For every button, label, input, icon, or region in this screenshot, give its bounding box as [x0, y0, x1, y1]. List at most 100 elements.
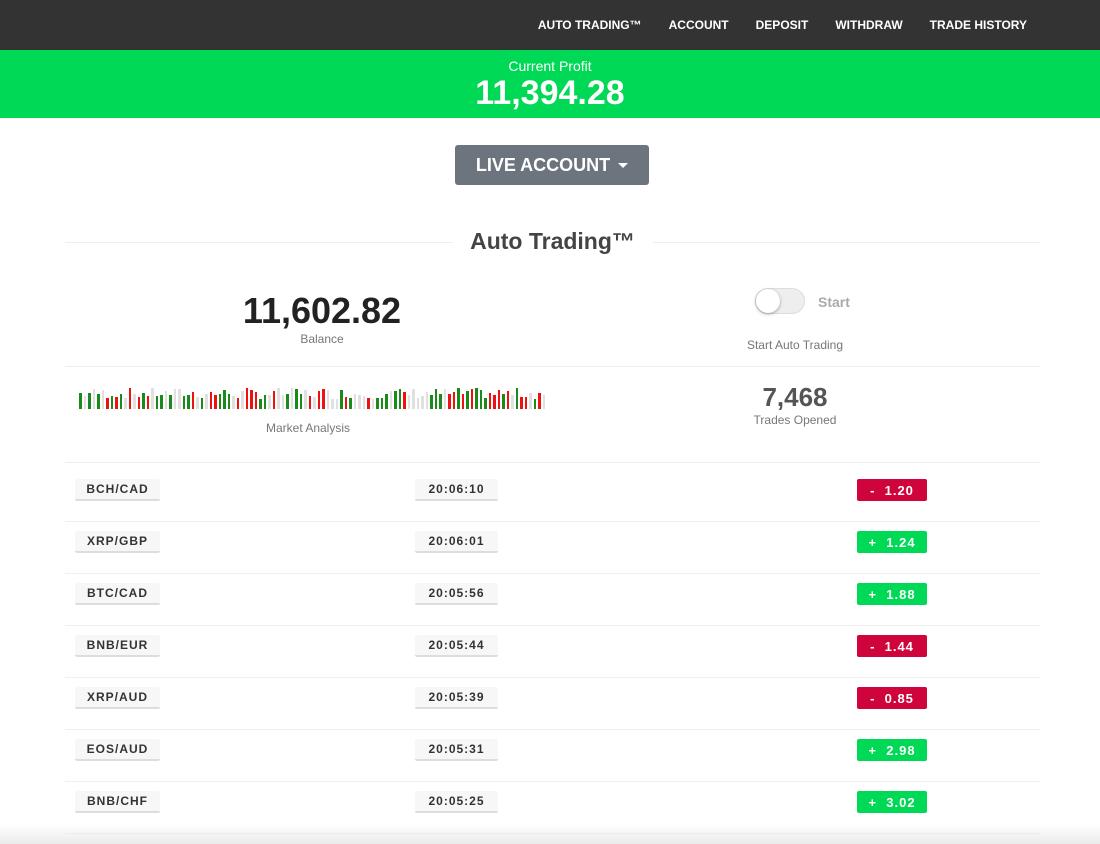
market-bar: [79, 392, 82, 409]
market-bar: [205, 394, 208, 409]
market-analysis-bars: [79, 388, 545, 409]
caret-down-icon: [618, 162, 629, 168]
market-bar: [254, 391, 257, 409]
market-bar: [317, 391, 320, 409]
nav-withdraw[interactable]: WITHDRAW: [835, 18, 903, 32]
market-bar: [475, 388, 478, 409]
market-bar: [457, 388, 460, 409]
market-bar: [245, 388, 248, 409]
time-badge: 20:06:01: [415, 531, 498, 553]
nav-trade-history[interactable]: TRADE HISTORY: [929, 18, 1027, 32]
market-bar: [259, 398, 262, 409]
market-bar: [133, 394, 136, 409]
market-bar: [529, 393, 532, 409]
toggle-label: Start: [818, 294, 850, 310]
toggle-knob: [756, 289, 780, 313]
divider: [65, 366, 1040, 367]
nav-account[interactable]: ACCOUNT: [668, 18, 729, 32]
market-bar: [452, 391, 455, 409]
trades-label: Trades Opened: [753, 413, 837, 427]
amount-badge: + 2.98: [857, 739, 927, 761]
amount-badge: - 0.85: [857, 687, 927, 709]
market-bar: [88, 393, 91, 409]
market-bar: [227, 394, 230, 409]
market-bar: [146, 395, 149, 409]
market-bar: [362, 395, 365, 409]
market-bar: [106, 398, 109, 409]
market-bar: [250, 389, 253, 409]
pair-badge: EOS/AUD: [75, 739, 160, 761]
time-badge: 20:05:31: [415, 739, 498, 761]
market-bar: [385, 394, 388, 409]
market-bar: [272, 390, 275, 409]
market-bar: [313, 397, 316, 409]
account-label: LIVE ACCOUNT: [475, 154, 611, 175]
market-bar: [533, 398, 536, 409]
market-bar: [326, 389, 329, 409]
amount-badge: - 1.44: [857, 635, 927, 657]
market-bar: [142, 392, 145, 409]
market-bar: [466, 391, 469, 409]
market-bar: [218, 393, 221, 409]
trade-row: BTC/CAD 20:05:56 + 1.88: [65, 574, 1040, 626]
market-bar: [403, 391, 406, 409]
market-bar: [178, 389, 181, 409]
market-bar: [398, 388, 401, 409]
market-bar: [295, 389, 298, 409]
divider: [65, 462, 1040, 463]
market-bar: [484, 398, 487, 409]
balance-label: Balance: [300, 332, 344, 346]
pair-badge: XRP/AUD: [75, 687, 160, 709]
market-bar: [209, 391, 212, 409]
time-badge: 20:05:39: [415, 687, 498, 709]
auto-trading-toggle[interactable]: [755, 288, 805, 314]
nav-deposit[interactable]: DEPOSIT: [755, 18, 809, 32]
market-bar: [110, 396, 113, 409]
profit-label: Current Profit: [508, 58, 592, 74]
market-bar: [389, 390, 392, 409]
market-bar: [506, 391, 509, 409]
amount-badge: + 1.88: [857, 583, 927, 605]
market-bar: [434, 389, 437, 409]
market-bar: [241, 390, 244, 409]
market-bar: [470, 388, 473, 409]
profit-value: 11,394.28: [475, 74, 625, 112]
market-bar: [394, 390, 397, 409]
top-nav: AUTO TRADING™ ACCOUNT DEPOSIT WITHDRAW T…: [0, 0, 1100, 50]
market-bar: [169, 395, 172, 409]
market-bar: [101, 390, 104, 409]
time-badge: 20:05:44: [415, 635, 498, 657]
nav-auto-trading[interactable]: AUTO TRADING™: [537, 18, 642, 32]
market-bar: [232, 396, 235, 409]
pair-badge: BCH/CAD: [75, 479, 160, 501]
market-bar: [412, 389, 415, 409]
market-bar: [421, 395, 424, 409]
market-bar: [299, 393, 302, 409]
market-bar: [344, 397, 347, 409]
trade-row: BCH/CAD 20:06:10 - 1.20: [65, 470, 1040, 522]
market-bar: [371, 399, 374, 409]
market-bar: [115, 397, 118, 409]
market-bar: [524, 397, 527, 409]
profit-banner: Current Profit 11,394.28: [0, 50, 1100, 118]
market-bar: [290, 388, 293, 409]
time-badge: 20:05:56: [415, 583, 498, 605]
market-bar: [376, 398, 379, 409]
market-bar: [430, 394, 433, 409]
market-bar: [367, 397, 370, 409]
market-bar: [196, 396, 199, 409]
section-title: Auto Trading™: [452, 226, 653, 256]
market-bar: [448, 393, 451, 409]
market-bar: [268, 394, 271, 409]
market-bar: [353, 393, 356, 409]
market-bar: [119, 393, 122, 409]
balance-value: 11,602.82: [242, 290, 402, 331]
market-bar: [425, 392, 428, 409]
live-account-dropdown[interactable]: LIVE ACCOUNT: [455, 145, 649, 185]
market-bar: [416, 398, 419, 409]
market-bar: [380, 397, 383, 409]
market-bar: [236, 397, 239, 409]
market-bar: [124, 398, 127, 409]
market-bar: [340, 389, 343, 409]
market-bar: [349, 398, 352, 409]
